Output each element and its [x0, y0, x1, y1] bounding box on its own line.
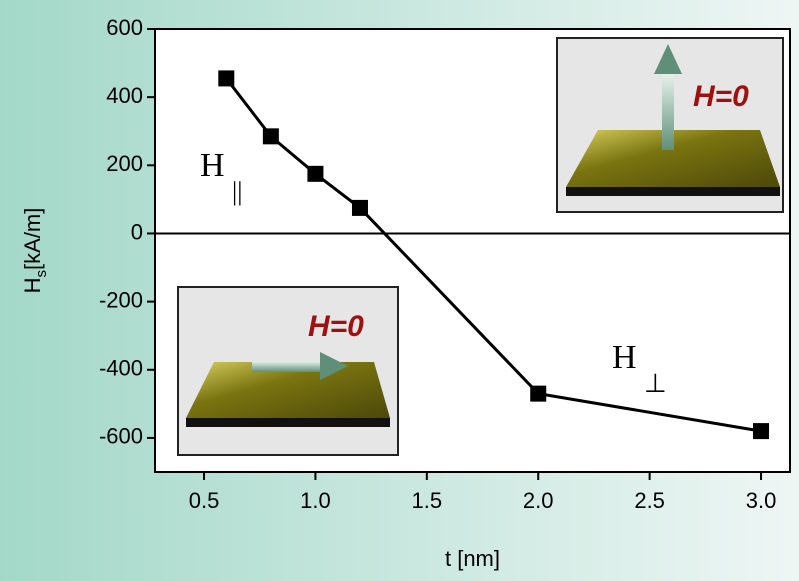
- marker: [218, 70, 235, 87]
- y-tick-label: 0: [131, 219, 143, 244]
- x-tick-label: 3.0: [746, 488, 777, 513]
- y-tick-label: 600: [106, 15, 143, 40]
- marker: [530, 385, 547, 402]
- y-axis-label-main: H: [20, 277, 45, 293]
- inset-label: H=0: [693, 80, 749, 113]
- y-tick-label: 400: [106, 83, 143, 108]
- inset-label: H=0: [308, 310, 364, 343]
- y-tick-label: 200: [106, 151, 143, 176]
- y-tick-label: -200: [99, 287, 143, 312]
- x-tick-label: 2.0: [523, 488, 554, 513]
- marker: [262, 128, 279, 145]
- y-axis-label-rest: [kA/m]: [20, 208, 45, 270]
- inset-perpendicular: H=0: [556, 37, 784, 213]
- marker: [753, 423, 770, 440]
- y-axis-label: Hs[kA/m]: [20, 208, 50, 294]
- x-axis-label: t [nm]: [445, 546, 500, 571]
- y-tick-label: -400: [99, 356, 143, 381]
- marker: [351, 199, 368, 216]
- inset-parallel: H=0: [177, 286, 399, 456]
- x-tick-label: 1.0: [300, 488, 331, 513]
- x-tick-label: 1.5: [412, 488, 443, 513]
- line: [225, 77, 762, 433]
- annotation: H: [200, 147, 225, 184]
- annotation: H: [612, 339, 637, 376]
- x-tick-label: 0.5: [189, 488, 220, 513]
- x-tick-label: 2.5: [634, 488, 665, 513]
- annotation-sub: ||: [232, 177, 242, 206]
- y-axis-label-sub: s: [33, 270, 50, 278]
- annotation-sub: ⊥: [644, 369, 667, 398]
- marker: [307, 165, 324, 182]
- y-tick-label: -600: [99, 424, 143, 449]
